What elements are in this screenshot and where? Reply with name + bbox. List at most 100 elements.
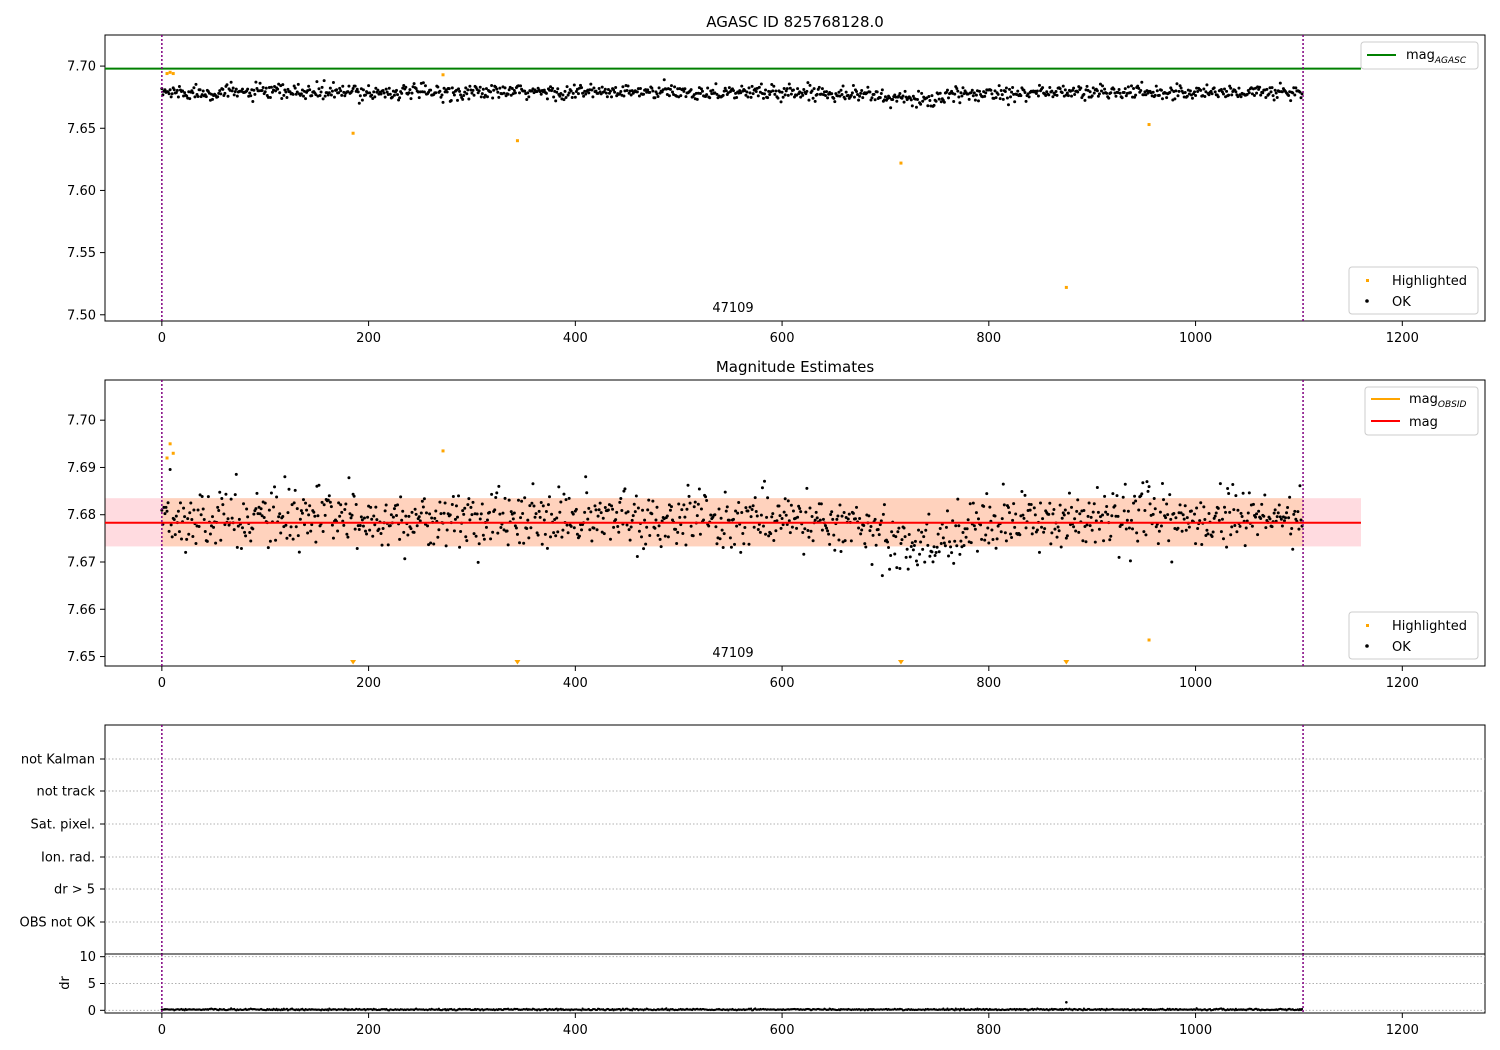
ok-point	[419, 511, 423, 515]
ok-point	[632, 502, 636, 506]
ok-point	[177, 530, 181, 534]
ok-point	[1033, 513, 1037, 517]
ok-point	[589, 510, 593, 514]
ok-point	[377, 527, 381, 531]
ok-point	[550, 512, 554, 516]
ok-point	[919, 540, 923, 544]
ok-point	[749, 515, 753, 519]
ok-point	[1230, 525, 1234, 529]
ok-point	[1067, 491, 1071, 495]
ok-point	[654, 518, 658, 522]
ok-point	[1114, 94, 1118, 98]
ok-point	[1260, 502, 1264, 506]
ok-point	[262, 516, 266, 520]
ok-point	[1157, 93, 1161, 97]
ok-point	[863, 542, 867, 546]
ok-point	[465, 92, 469, 96]
ok-point	[432, 542, 436, 546]
ok-point	[465, 539, 469, 543]
highlighted-point	[171, 451, 175, 455]
ok-point	[540, 542, 544, 546]
ytick-label: 7.66	[67, 603, 96, 618]
panel2-yaxis: 7.657.667.677.687.697.70	[67, 414, 105, 665]
ok-point	[490, 492, 494, 496]
ok-point	[613, 90, 617, 94]
ok-point	[439, 95, 443, 99]
ok-point	[464, 535, 468, 539]
ok-point	[1040, 525, 1044, 529]
ok-point	[462, 93, 466, 97]
ok-point	[442, 511, 446, 515]
ok-point	[1089, 515, 1093, 519]
ok-point	[627, 91, 631, 95]
ok-point	[1132, 501, 1136, 505]
ok-point	[934, 551, 938, 555]
ok-point	[1022, 516, 1026, 520]
ok-point	[972, 524, 976, 528]
ok-point	[357, 527, 361, 531]
ok-point	[912, 544, 916, 548]
ok-point	[390, 95, 394, 99]
ok-point	[856, 93, 860, 97]
ok-point	[1095, 89, 1099, 93]
ok-point	[887, 546, 891, 550]
ok-point	[973, 527, 977, 531]
ok-point	[1010, 90, 1014, 94]
ok-point	[857, 526, 861, 530]
ok-point	[224, 492, 228, 496]
ok-point	[838, 503, 842, 507]
ok-point	[189, 501, 193, 505]
ok-point	[245, 507, 249, 511]
ok-point	[469, 505, 473, 509]
ok-point	[521, 512, 525, 516]
panel2-obsid-label: 47109	[712, 646, 753, 661]
ok-point	[1216, 506, 1220, 510]
ok-point	[838, 94, 842, 98]
ok-point	[310, 94, 314, 98]
ok-point	[846, 93, 850, 97]
ok-point	[932, 545, 936, 549]
ok-point	[570, 96, 574, 100]
ok-point	[1062, 513, 1066, 517]
ok-point	[290, 503, 294, 507]
ok-point	[1159, 524, 1163, 528]
ok-point	[1292, 512, 1296, 516]
ok-point	[1004, 539, 1008, 543]
ok-point	[1041, 517, 1045, 521]
ok-point	[255, 491, 259, 495]
ok-point	[537, 509, 541, 513]
ok-point	[626, 510, 630, 514]
ok-point	[858, 94, 862, 98]
highlighted-point	[515, 139, 519, 143]
ok-point	[1165, 96, 1169, 100]
ok-point	[987, 541, 991, 545]
ok-point	[973, 98, 977, 102]
out-of-range-marker	[1063, 660, 1070, 665]
ok-point	[600, 530, 604, 534]
ok-point	[574, 507, 578, 511]
ok-point	[719, 516, 723, 520]
ok-point	[1199, 88, 1203, 92]
ok-point	[1088, 90, 1092, 94]
ok-point	[320, 500, 324, 504]
ytick-label: 7.50	[67, 308, 96, 323]
ok-point	[1077, 530, 1081, 534]
ok-point	[827, 532, 831, 536]
ok-point	[402, 84, 406, 88]
ok-point	[1094, 519, 1098, 523]
ok-point	[183, 515, 187, 519]
ok-point	[350, 89, 354, 93]
ok-point	[307, 513, 311, 517]
xtick-label: 200	[356, 676, 381, 691]
ok-point	[653, 526, 657, 530]
ok-point	[668, 87, 672, 91]
ok-point	[178, 501, 182, 505]
ok-point	[577, 534, 581, 538]
ok-point	[169, 523, 173, 527]
ok-point	[370, 517, 374, 521]
ok-point	[1107, 96, 1111, 100]
ok-point	[191, 534, 195, 538]
ok-point	[852, 95, 856, 99]
ok-point	[590, 539, 594, 543]
ok-point	[1057, 529, 1061, 533]
